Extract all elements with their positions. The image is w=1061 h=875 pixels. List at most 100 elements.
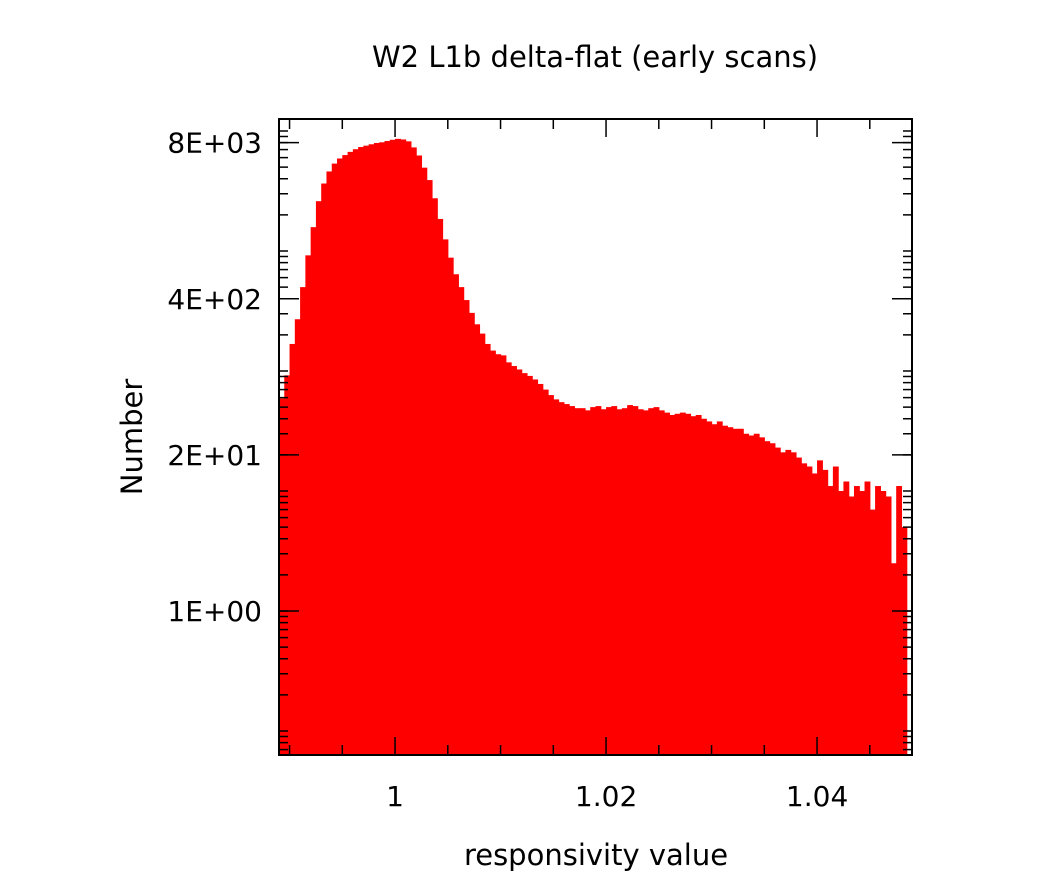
histogram-bar [875, 486, 881, 755]
histogram-bar [621, 408, 628, 755]
histogram-bar [563, 404, 570, 755]
histogram-bar [595, 406, 602, 755]
histogram-bar [890, 563, 897, 755]
histogram-bar [368, 144, 375, 755]
histogram-bar [685, 413, 692, 755]
histogram-bar [453, 274, 459, 755]
histogram-bar [711, 424, 718, 755]
histogram-bar [637, 409, 644, 755]
plot-frame [278, 118, 913, 756]
histogram-bar [716, 421, 723, 755]
histogram-bar [574, 408, 581, 755]
histogram-bar [458, 287, 465, 755]
histogram-bars [279, 138, 908, 756]
histogram-bar [358, 147, 364, 756]
histogram-bar [447, 257, 454, 755]
histogram-bar [532, 379, 539, 755]
histogram-bar [505, 362, 512, 755]
histogram-bar [769, 443, 776, 755]
x-tick-label: 1.04 [786, 780, 848, 813]
histogram-bar [410, 147, 417, 755]
histogram-bar [701, 418, 707, 755]
histogram-bar [695, 414, 702, 755]
histogram-bar [326, 171, 333, 756]
histogram-bar [801, 463, 808, 755]
histogram-bar [880, 491, 887, 755]
histogram-bar [526, 375, 533, 755]
histogram-bar [579, 408, 586, 755]
histogram-bar [869, 509, 876, 755]
histogram-bar [616, 409, 623, 755]
y-tick-label: 1E+00 [167, 595, 262, 628]
histogram-bar [284, 375, 291, 755]
histogram-bar [748, 435, 755, 755]
histogram-bar [331, 163, 338, 756]
histogram-bar [658, 410, 665, 755]
histogram-bar [379, 142, 386, 756]
histogram-bar [843, 481, 850, 755]
x-axis-label: responsivity value [464, 838, 728, 872]
histogram-bar [337, 158, 343, 755]
histogram-bar [679, 412, 686, 755]
y-axis-label: Number [115, 379, 149, 496]
histogram-bar [426, 180, 433, 755]
histogram-bar [896, 486, 903, 755]
histogram-bar [537, 383, 544, 755]
histogram-bar [901, 527, 908, 755]
histogram-bar [352, 149, 359, 756]
histogram-bar [437, 218, 444, 755]
histogram-bar [405, 141, 412, 756]
histogram-bar [753, 433, 760, 755]
histogram-bar [790, 452, 797, 755]
histogram-bar [553, 399, 560, 755]
histogram-bar [627, 405, 634, 755]
histogram-bar [706, 421, 713, 755]
histogram-bar [521, 373, 528, 755]
histogram-bar [859, 491, 866, 755]
histogram-bar [490, 350, 496, 755]
chart-title: W2 L1b delta-flat (early scans) [372, 40, 818, 74]
histogram-bar [606, 407, 612, 755]
histogram-bar [785, 449, 792, 755]
histogram-bar [690, 416, 697, 755]
histogram-bar [294, 319, 301, 755]
tick-labels: 1 1.02 1.04 1E+00 2E+01 4E+02 8E+03 [167, 127, 848, 813]
histogram-bar [310, 227, 317, 755]
histogram-bar [342, 155, 349, 755]
histogram-bar [838, 491, 845, 755]
histogram-bar [827, 486, 834, 755]
histogram-bar [648, 408, 655, 755]
histogram-bar [389, 139, 396, 755]
y-tick-label: 2E+01 [167, 439, 262, 472]
histogram-bar [722, 425, 728, 755]
histogram-bar [421, 167, 428, 755]
histogram-bar [416, 155, 423, 756]
y-tick-label: 4E+02 [167, 283, 262, 316]
histogram-bar [395, 138, 401, 756]
histogram-bar [632, 406, 639, 755]
x-tick-label: 1.02 [575, 780, 637, 813]
histogram-bar [289, 343, 296, 755]
histogram-bar [468, 312, 475, 755]
histogram-bar [764, 441, 771, 755]
histogram-bar [822, 469, 829, 755]
histogram-bar [542, 389, 549, 755]
histogram-bar [479, 333, 486, 755]
histogram-bar [669, 414, 676, 755]
histogram-bar [806, 466, 813, 755]
histogram-bar [474, 324, 481, 755]
axis-ticks [279, 119, 912, 755]
histogram-bar [500, 355, 507, 755]
x-tick-label: 1 [386, 780, 404, 813]
histogram-bar [864, 481, 871, 755]
histogram-bar [759, 437, 765, 755]
histogram-bar [832, 466, 839, 755]
histogram-bar [495, 354, 502, 755]
histogram-bar [780, 452, 786, 755]
histogram-bar [363, 145, 370, 755]
histogram-bar [732, 428, 739, 755]
histogram-bar [611, 406, 618, 755]
y-tick-label: 8E+03 [167, 127, 262, 160]
histogram-bar [300, 287, 306, 755]
histogram-bar [795, 457, 802, 755]
